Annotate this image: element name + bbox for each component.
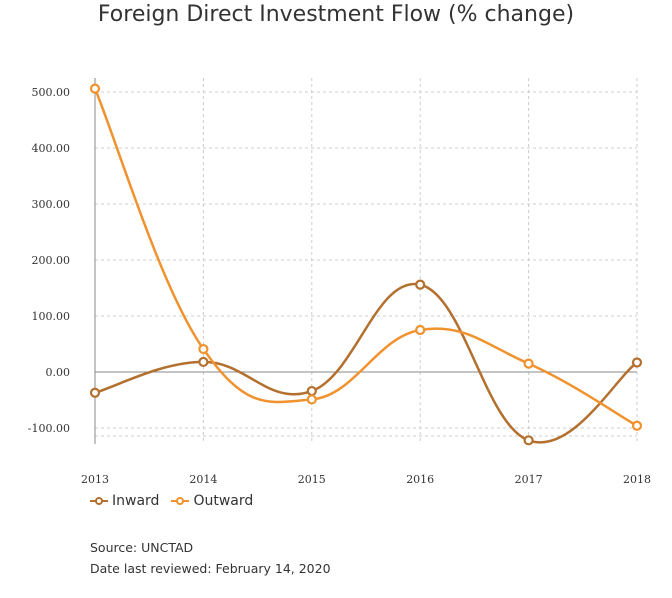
y-tick-label: -100.00 (28, 422, 70, 435)
data-point-inward (523, 435, 534, 446)
source-line: Source: UNCTAD (90, 540, 194, 555)
legend-marker-inward (90, 497, 108, 505)
data-point-outward (415, 324, 426, 336)
y-tick-label: 400.00 (32, 142, 71, 155)
y-tick-label: 300.00 (32, 198, 71, 211)
series-line-outward (93, 88, 638, 427)
legend-marker-outward (171, 497, 190, 505)
x-tick-label: 2014 (189, 473, 217, 486)
data-point-outward (306, 394, 317, 405)
legend-label-inward: Inward (112, 493, 160, 509)
data-point-inward (89, 387, 101, 398)
date-reviewed-line: Date last reviewed: February 14, 2020 (90, 561, 331, 576)
data-point-inward (306, 385, 317, 397)
x-tick-label: 2015 (298, 473, 326, 486)
data-point-inward (631, 357, 643, 368)
data-point-outward (523, 358, 534, 369)
x-tick-label: 2017 (515, 473, 543, 486)
x-tick-label: 2018 (623, 473, 651, 486)
legend-label-outward: Outward (193, 493, 254, 509)
data-point-outward (89, 83, 101, 94)
y-tick-label: 0.00 (46, 366, 71, 379)
y-tick-label: 200.00 (32, 254, 71, 267)
data-point-inward (415, 279, 426, 290)
y-tick-label: 500.00 (32, 86, 71, 99)
x-tick-label: 2016 (406, 473, 434, 486)
data-point-inward (198, 356, 209, 368)
series-line-inward (94, 282, 638, 444)
legend-item-outward[interactable]: Outward (171, 493, 253, 509)
legend-item-inward[interactable]: Inward (90, 493, 159, 509)
y-tick-label: 100.00 (32, 310, 71, 323)
chart-legend: Inward Outward (90, 493, 253, 509)
data-point-outward (631, 420, 643, 431)
x-tick-label: 2013 (81, 473, 109, 486)
source-note: Source: UNCTAD Date last reviewed: Febru… (90, 537, 331, 579)
data-point-outward (198, 343, 209, 355)
chart-title: Foreign Direct Investment Flow (% change… (97, 2, 575, 27)
